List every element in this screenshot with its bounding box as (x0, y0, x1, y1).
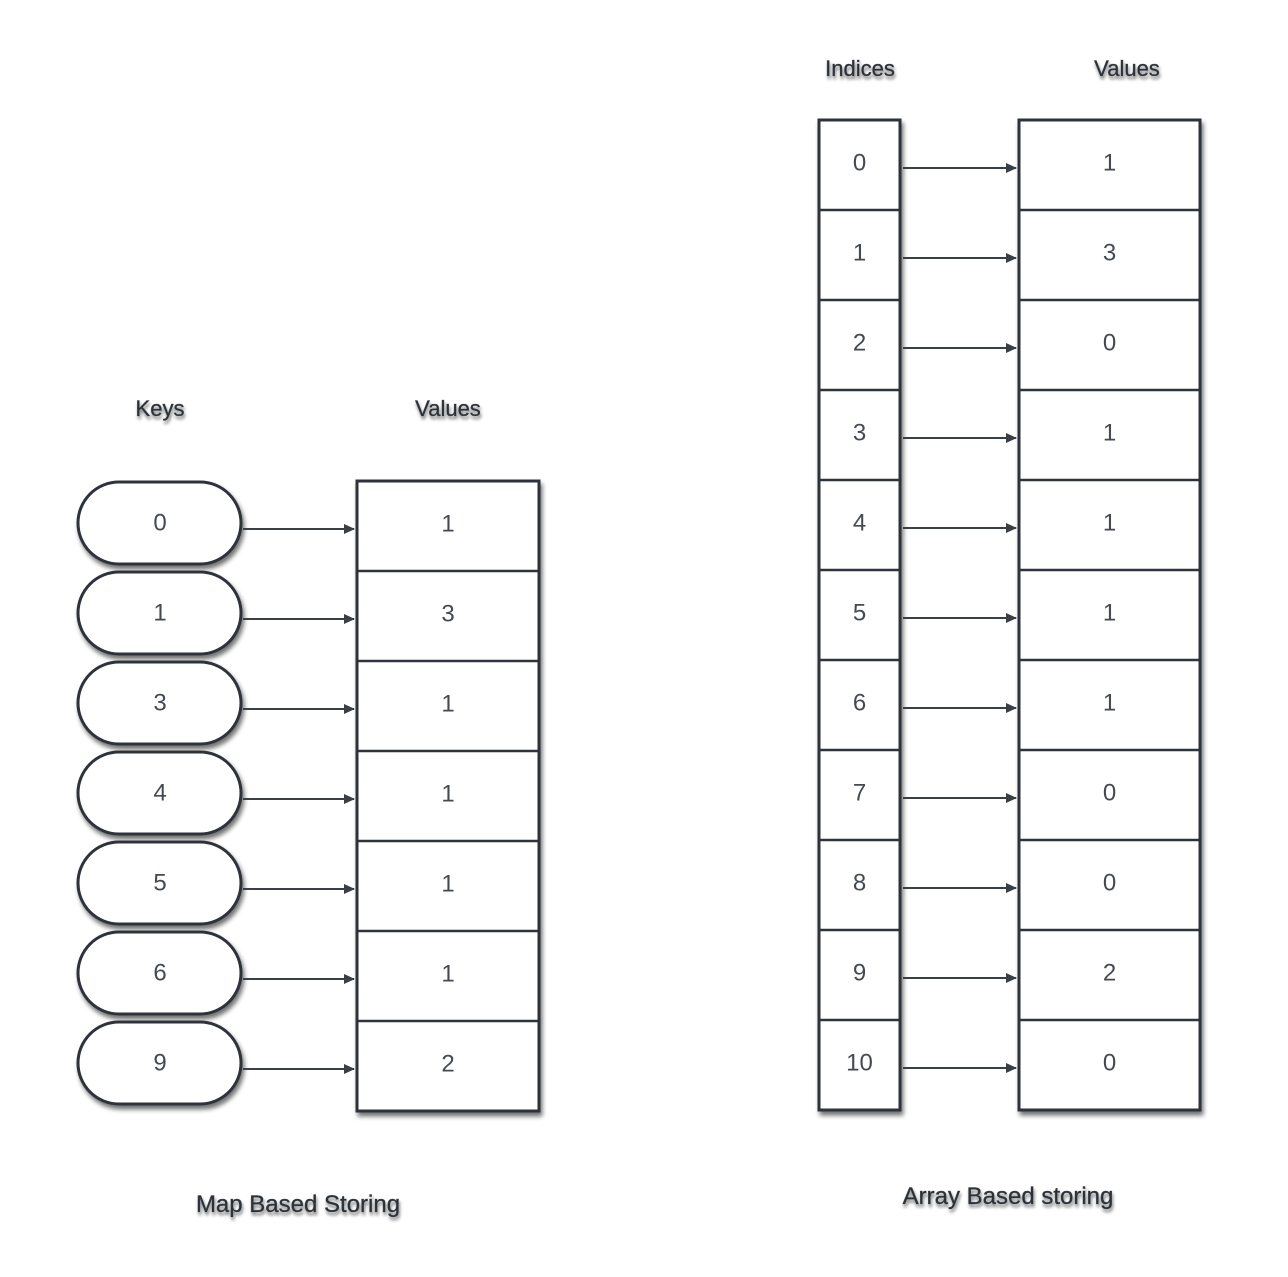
array-index-cell: 4 (853, 510, 866, 537)
map-key-pill (76, 660, 243, 746)
map-values-heading: Values (415, 396, 481, 421)
array-value-box (1017, 118, 1202, 1112)
map-value-cell: 3 (441, 601, 454, 628)
array-values-column: 1 3 0 1 1 1 1 0 0 2 0 (1017, 118, 1202, 1112)
array-value-cell: 1 (1103, 420, 1116, 447)
array-value-cell: 1 (1103, 690, 1116, 717)
map-values-column: 1 3 1 1 1 1 2 (355, 479, 541, 1113)
map-value-cell: 1 (441, 961, 454, 988)
map-key-text: 0 (153, 510, 166, 537)
map-key-text: 1 (153, 600, 166, 627)
map-key-text: 4 (153, 780, 166, 807)
array-indices-column: 0 1 2 3 4 5 6 7 8 9 10 (817, 118, 902, 1112)
map-value-box (355, 479, 541, 1113)
array-index-cell: 8 (853, 870, 866, 897)
map-value-cell: 2 (441, 1051, 454, 1078)
map-value-cell: 1 (441, 511, 454, 538)
map-caption: Map Based Storing (196, 1191, 400, 1218)
keys-heading: Keys (136, 396, 185, 421)
array-caption: Array Based storing (903, 1183, 1114, 1210)
map-key-pill (76, 840, 243, 926)
map-arrows (243, 524, 355, 1074)
array-value-cell: 1 (1103, 600, 1116, 627)
array-index-cell: 0 (853, 150, 866, 177)
map-key-pill (76, 570, 243, 656)
map-value-cell: 1 (441, 871, 454, 898)
array-index-cell: 3 (853, 420, 866, 447)
array-arrows (903, 163, 1017, 1073)
map-key-pill (76, 930, 243, 1016)
indices-heading: Indices (825, 56, 895, 81)
array-value-cell: 1 (1103, 150, 1116, 177)
array-value-cell: 0 (1103, 870, 1116, 897)
array-index-cell: 9 (853, 960, 866, 987)
array-value-cell: 1 (1103, 510, 1116, 537)
map-key-text: 5 (153, 870, 166, 897)
map-keys-column: 0 1 3 4 5 6 9 (76, 480, 243, 1106)
map-value-cell: 1 (441, 781, 454, 808)
map-key-text: 9 (153, 1050, 166, 1077)
map-key-pill (76, 480, 243, 566)
array-index-cell: 1 (853, 240, 866, 267)
array-value-cell: 0 (1103, 780, 1116, 807)
array-index-cell: 7 (853, 780, 866, 807)
array-value-cell: 3 (1103, 240, 1116, 267)
array-index-cell: 2 (853, 330, 866, 357)
array-index-cell: 6 (853, 690, 866, 717)
array-values-heading: Values (1094, 56, 1160, 81)
map-key-text: 3 (153, 690, 166, 717)
map-key-pill (76, 1020, 243, 1106)
array-index-cell: 5 (853, 600, 866, 627)
array-index-cell: 10 (846, 1050, 873, 1077)
map-value-cell: 1 (441, 691, 454, 718)
array-value-cell: 0 (1103, 330, 1116, 357)
array-index-box (817, 118, 902, 1112)
array-value-cell: 0 (1103, 1050, 1116, 1077)
map-key-text: 6 (153, 960, 166, 987)
map-key-pill (76, 750, 243, 836)
array-value-cell: 2 (1103, 960, 1116, 987)
